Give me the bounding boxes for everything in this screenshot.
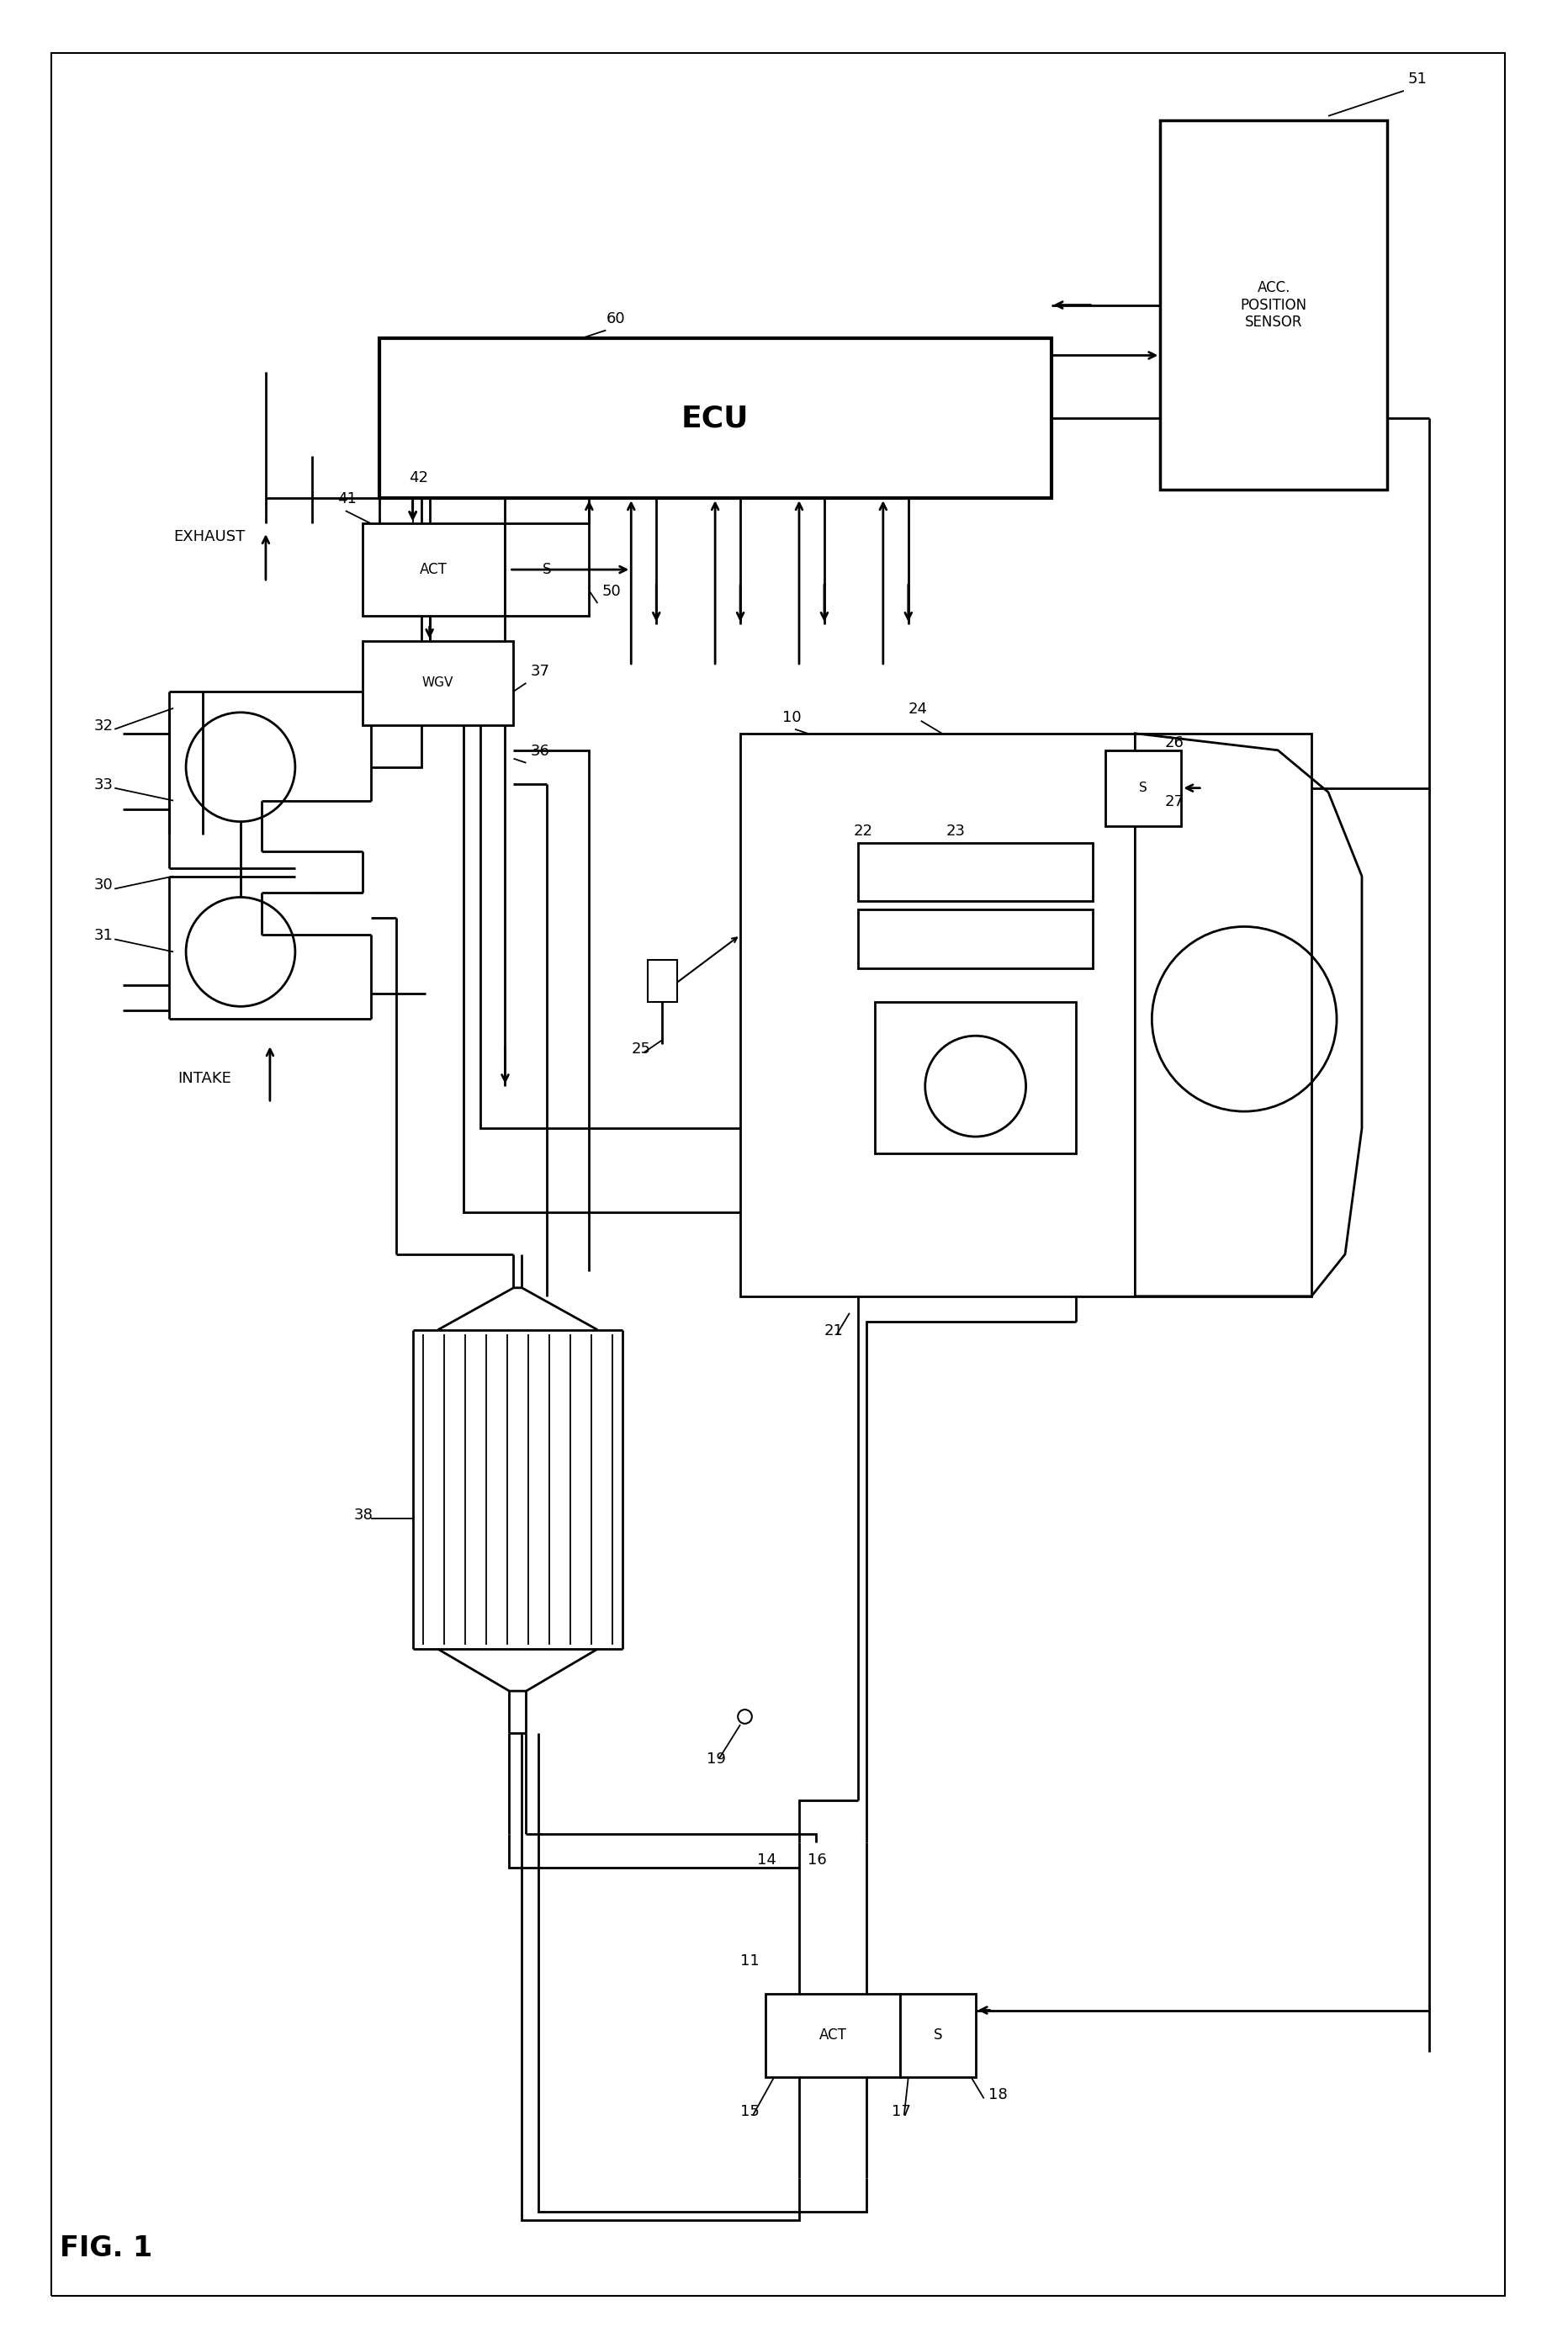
Text: ACT: ACT <box>420 561 447 578</box>
Text: WGV: WGV <box>422 676 453 690</box>
Text: 24: 24 <box>908 702 928 716</box>
Text: 51: 51 <box>1408 70 1427 87</box>
Bar <box>765 1993 900 2078</box>
Text: 23: 23 <box>946 824 966 838</box>
Text: 16: 16 <box>808 1853 826 1867</box>
Text: 37: 37 <box>530 664 550 679</box>
Text: 33: 33 <box>94 777 113 791</box>
Bar <box>875 1003 1076 1153</box>
Bar <box>505 524 590 615</box>
Text: EXHAUST: EXHAUST <box>174 528 245 545</box>
Bar <box>900 1993 975 2078</box>
Text: 38: 38 <box>354 1507 373 1524</box>
Text: 50: 50 <box>602 585 621 599</box>
Text: S: S <box>543 561 552 578</box>
Text: 42: 42 <box>409 470 428 486</box>
Bar <box>858 909 1093 970</box>
Text: 60: 60 <box>605 310 626 326</box>
Text: 41: 41 <box>337 491 356 507</box>
Bar <box>1160 120 1388 491</box>
Text: ACT: ACT <box>818 2029 847 2043</box>
Text: 30: 30 <box>94 878 113 892</box>
Text: S: S <box>933 2029 942 2043</box>
Text: 36: 36 <box>530 744 549 758</box>
Text: 26: 26 <box>1165 735 1184 751</box>
Bar <box>379 338 1051 498</box>
Text: 25: 25 <box>632 1043 651 1057</box>
Text: 31: 31 <box>94 927 113 944</box>
Text: 19: 19 <box>707 1752 726 1766</box>
Bar <box>362 524 505 615</box>
Text: 15: 15 <box>740 2104 759 2120</box>
Text: 32: 32 <box>94 718 113 733</box>
Text: 22: 22 <box>853 824 873 838</box>
Text: 17: 17 <box>892 2104 911 2120</box>
Bar <box>740 733 1311 1296</box>
Text: INTAKE: INTAKE <box>177 1071 232 1087</box>
Text: FIG. 1: FIG. 1 <box>60 2235 152 2261</box>
Bar <box>858 843 1093 902</box>
Text: 27: 27 <box>1165 794 1184 810</box>
Text: 14: 14 <box>757 1853 776 1867</box>
Bar <box>648 960 677 1003</box>
Text: 11: 11 <box>740 1954 759 1968</box>
Bar <box>362 641 514 726</box>
Bar <box>1105 751 1181 826</box>
Text: ACC.
POSITION
SENSOR: ACC. POSITION SENSOR <box>1240 279 1308 331</box>
Text: ECU: ECU <box>681 404 750 432</box>
Text: 18: 18 <box>988 2087 1007 2104</box>
Text: 21: 21 <box>825 1322 844 1338</box>
Text: S: S <box>1140 782 1148 794</box>
Text: 10: 10 <box>782 709 801 726</box>
